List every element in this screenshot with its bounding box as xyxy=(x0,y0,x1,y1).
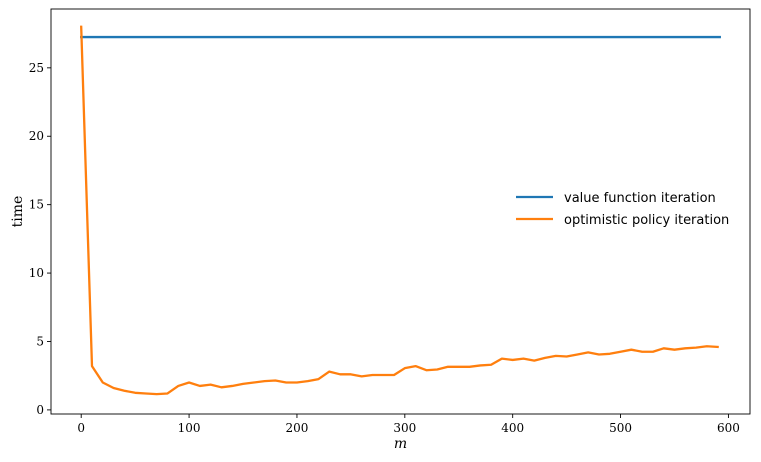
x-tick-label: 600 xyxy=(717,421,740,435)
x-axis-ticks: 0 100 200 300 400 500 600 xyxy=(77,414,740,435)
x-tick-label: 0 xyxy=(77,421,85,435)
x-tick-label: 100 xyxy=(178,421,201,435)
axes-frame xyxy=(50,8,751,415)
legend: value function iteration optimistic polic… xyxy=(516,191,729,228)
x-axis-label: m xyxy=(394,436,407,452)
plot-area xyxy=(80,25,721,396)
x-tick-label: 400 xyxy=(501,421,524,435)
y-tick-label: 5 xyxy=(36,334,44,348)
legend-label-2: optimistic policy iteration xyxy=(564,213,729,228)
y-tick-label: 10 xyxy=(29,266,44,280)
x-tick-label: 500 xyxy=(609,421,632,435)
y-tick-label: 25 xyxy=(29,61,44,75)
y-tick-label: 0 xyxy=(36,403,44,417)
x-tick-label: 300 xyxy=(393,421,416,435)
series-line-2 xyxy=(80,25,719,396)
legend-label-1: value function iteration xyxy=(564,191,716,206)
y-tick-label: 20 xyxy=(29,129,44,143)
y-axis-label: time xyxy=(10,196,26,228)
y-axis-ticks: 0 5 10 15 20 25 xyxy=(29,61,51,417)
y-tick-label: 15 xyxy=(29,198,44,212)
x-tick-label: 200 xyxy=(285,421,308,435)
